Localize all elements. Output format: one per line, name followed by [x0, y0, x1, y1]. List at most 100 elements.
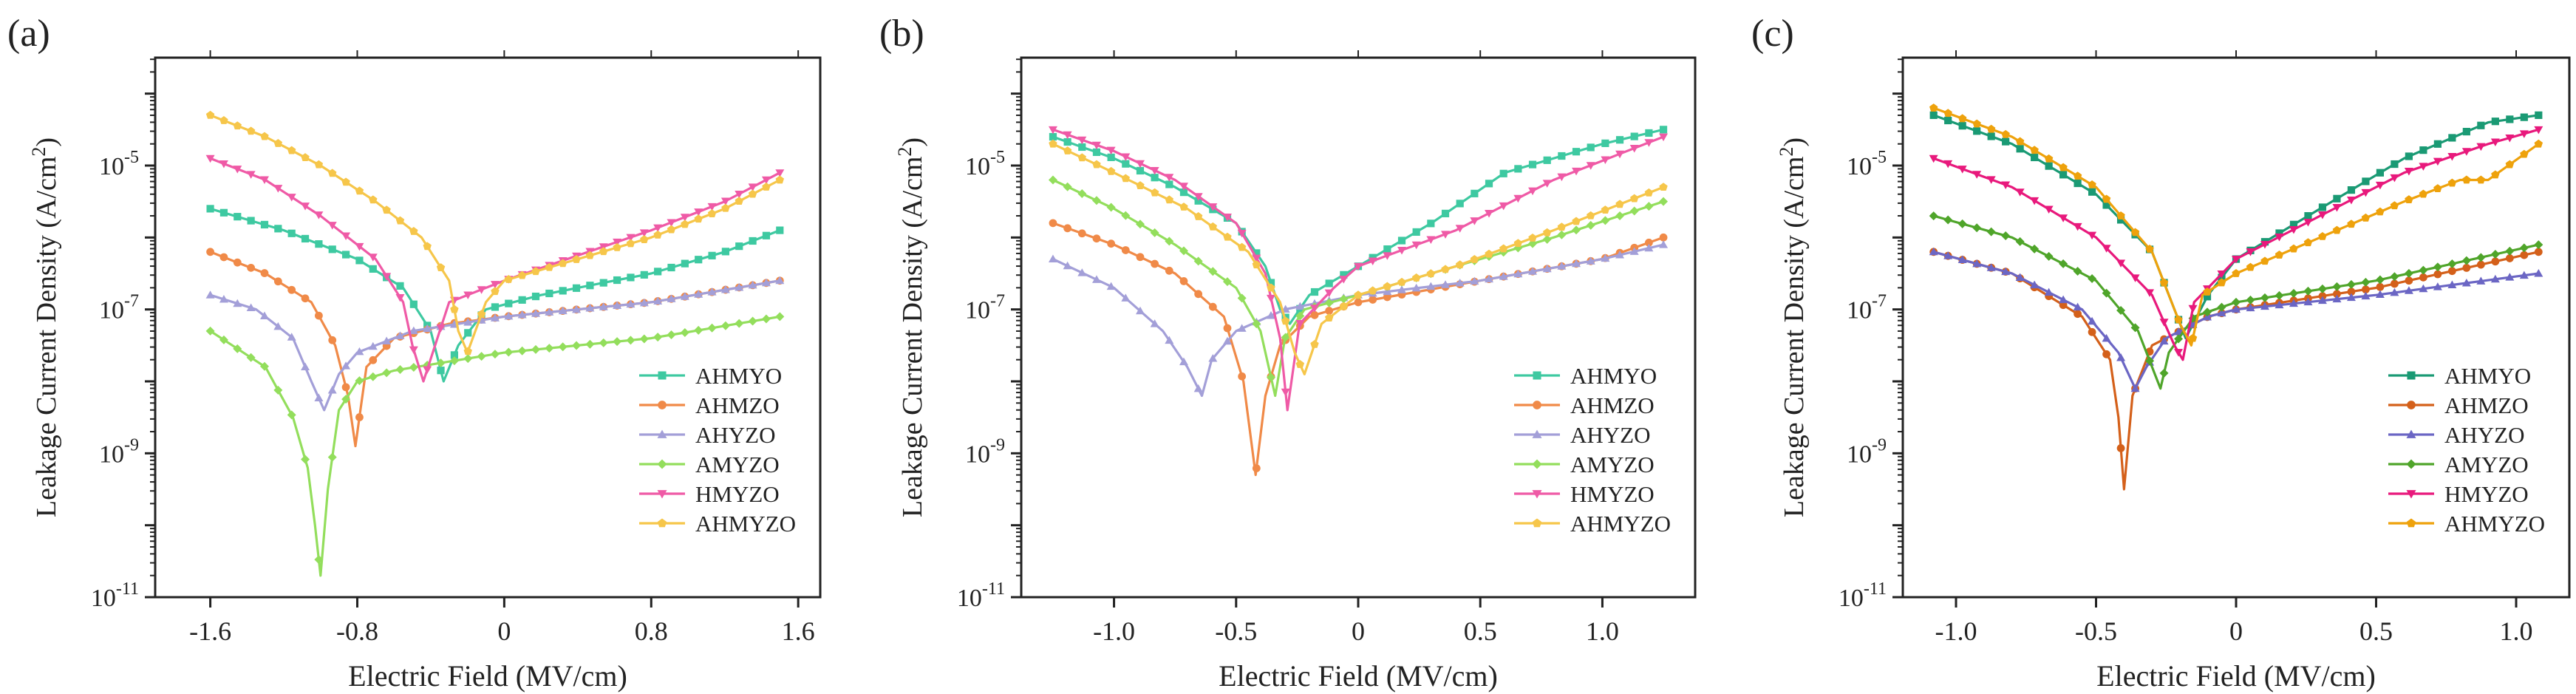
- data-point-amyzo: [2433, 262, 2442, 272]
- data-point-ahmzo: [287, 285, 296, 294]
- legend-marker-ahmyzo: [2406, 518, 2416, 528]
- data-point-ahmyzo: [1383, 282, 1392, 290]
- data-point-ahmyzo: [1193, 211, 1203, 220]
- legend-marker-amyzo: [1532, 459, 1542, 469]
- data-point-ahmzo: [1092, 234, 1101, 243]
- data-point-ahyzo: [1572, 259, 1581, 268]
- data-point-ahmyzo: [2520, 149, 2529, 158]
- data-point-ahmyzo: [369, 195, 378, 204]
- data-point-ahyzo: [2490, 274, 2500, 283]
- data-point-amyzo: [259, 361, 269, 371]
- data-point-ahmzo: [2333, 290, 2341, 299]
- data-point-ahmyzo: [545, 262, 554, 271]
- data-point-ahyzo: [423, 324, 432, 333]
- data-point-ahmyzo: [1397, 277, 1406, 286]
- data-point-ahyzo: [1295, 302, 1305, 310]
- data-point-hmyzo: [2159, 319, 2169, 327]
- data-point-ahmyzo: [2174, 315, 2183, 324]
- data-point-ahmyo: [2433, 140, 2442, 148]
- data-point-amyzo: [1586, 220, 1595, 230]
- legend-marker-hmyzo: [1532, 490, 1542, 499]
- data-point-ahmyo: [2318, 203, 2327, 211]
- data-point-ahmyo: [2491, 118, 2499, 126]
- data-point-hmyzo: [1629, 145, 1639, 153]
- data-point-ahyzo: [2375, 290, 2385, 298]
- data-point-ahyzo: [1499, 272, 1508, 280]
- data-point-hmyzo: [1397, 247, 1407, 255]
- data-point-ahyzo: [1106, 282, 1116, 290]
- data-point-ahyzo: [680, 292, 689, 300]
- data-point-hmyzo: [2130, 274, 2140, 282]
- data-point-amyzo: [1193, 256, 1203, 266]
- legend-label-ahmyzo: AHMYZO: [695, 511, 796, 537]
- data-point-amyzo: [2073, 266, 2082, 276]
- data-point-amyzo: [2332, 282, 2342, 291]
- data-point-hmyzo: [707, 203, 717, 211]
- data-point-amyzo: [273, 385, 283, 395]
- data-point-ahmyo: [1958, 122, 1966, 130]
- data-point-ahmyzo: [1441, 265, 1450, 273]
- data-point-hmyzo: [748, 183, 757, 191]
- data-point-ahmzo: [1121, 246, 1130, 254]
- data-point-ahyzo: [1150, 319, 1159, 327]
- data-point-hmyzo: [1659, 133, 1669, 142]
- data-point-hmyzo: [2476, 143, 2486, 152]
- data-point-ahmyo: [1659, 126, 1668, 134]
- data-point-ahmyzo: [1586, 211, 1595, 220]
- data-point-hmyzo: [1957, 166, 1967, 174]
- data-point-ahmyzo: [653, 230, 662, 239]
- data-point-ahmzo: [233, 258, 242, 267]
- data-point-amyzo: [2001, 231, 2011, 240]
- data-point-hmyzo: [1354, 262, 1363, 271]
- data-point-hmyzo: [423, 366, 432, 374]
- x-tick-label: -1.0: [1093, 616, 1135, 646]
- data-point-amyzo: [2505, 246, 2515, 256]
- data-point-amyzo: [531, 344, 540, 354]
- data-point-ahmyo: [1601, 139, 1609, 147]
- data-point-amyzo: [1601, 216, 1610, 225]
- data-point-amyzo: [1281, 333, 1290, 342]
- data-point-ahyzo: [1455, 278, 1465, 287]
- x-tick-label: 0: [497, 616, 511, 646]
- data-point-ahmyo: [369, 265, 377, 273]
- data-point-ahmyo: [2506, 115, 2514, 123]
- data-point-ahmyzo: [1943, 109, 1952, 118]
- data-point-amyzo: [572, 341, 582, 350]
- x-tick-label: -0.8: [336, 616, 378, 646]
- data-point-ahyzo: [2534, 269, 2543, 277]
- x-tick-label: 0: [1352, 616, 1365, 646]
- data-point-amyzo: [1106, 203, 1116, 212]
- data-point-ahmzo: [1194, 290, 1203, 299]
- data-point-amyzo: [653, 333, 663, 342]
- data-point-ahmyo: [1412, 228, 1420, 237]
- data-point-ahyzo: [775, 276, 785, 285]
- data-point-ahyzo: [246, 303, 256, 311]
- data-point-ahmzo: [2534, 248, 2543, 256]
- data-point-ahmyo: [1528, 160, 1537, 169]
- data-point-hmyzo: [1426, 236, 1436, 245]
- y-tick-label: 10-7: [1847, 292, 1887, 324]
- data-point-ahmyo: [1267, 279, 1275, 287]
- data-point-ahmyo: [2088, 188, 2096, 196]
- data-point-amyzo: [2375, 275, 2385, 285]
- data-point-ahmyzo: [2275, 250, 2284, 259]
- data-point-ahmyo: [2391, 160, 2399, 169]
- data-point-ahmyo: [1049, 132, 1057, 141]
- y-tick-label: 10-9: [965, 435, 1005, 468]
- data-point-ahyzo: [1586, 256, 1595, 265]
- panel-c-ylabel: Leakage Current Density (A/cm2): [1776, 137, 1810, 517]
- data-point-ahyzo: [2505, 273, 2515, 281]
- y-tick-label: 10-11: [1839, 579, 1887, 612]
- data-point-amyzo: [395, 365, 405, 375]
- data-point-ahyzo: [1266, 311, 1275, 319]
- data-point-ahyzo: [599, 302, 608, 310]
- data-point-ahmyo: [2116, 216, 2125, 224]
- data-point-ahmyzo: [1267, 283, 1275, 292]
- data-point-amyzo: [1165, 237, 1174, 246]
- x-tick-label: -0.5: [1215, 616, 1257, 646]
- data-point-hmyzo: [2490, 138, 2500, 147]
- data-point-ahyzo: [463, 318, 473, 326]
- data-point-ahmyzo: [667, 225, 676, 234]
- y-tick-label: 10-7: [965, 292, 1005, 324]
- data-point-amyzo: [2145, 356, 2155, 366]
